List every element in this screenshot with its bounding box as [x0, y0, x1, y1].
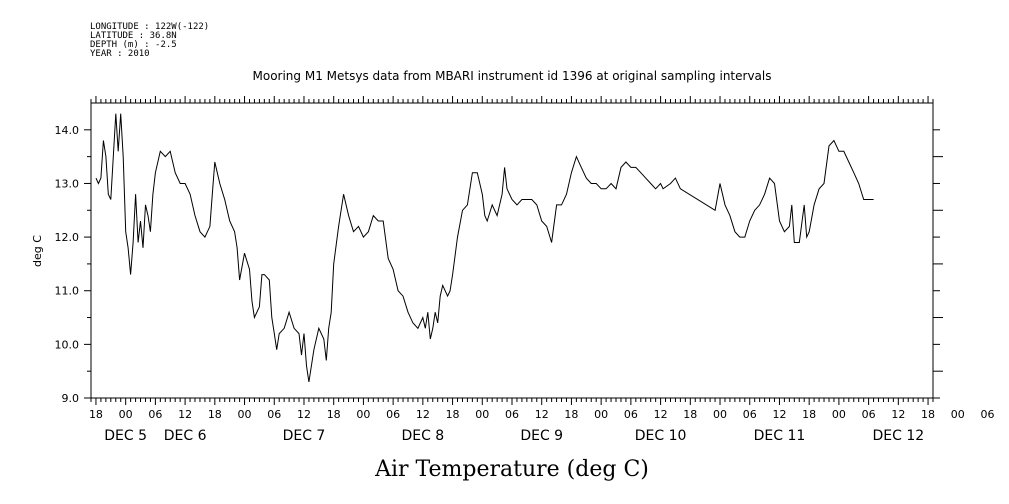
- x-tick-label: 00: [356, 408, 370, 421]
- x-tick-label: 00: [713, 408, 727, 421]
- x-tick-label: 00: [951, 408, 965, 421]
- x-tick-label: 00: [594, 408, 608, 421]
- x-tick-label: 18: [802, 408, 816, 421]
- x-day-label: DEC 10: [635, 428, 687, 444]
- x-tick-label: 18: [89, 408, 103, 421]
- x-tick-label: 12: [654, 408, 668, 421]
- x-tick-label: 18: [208, 408, 222, 421]
- x-tick-label: 12: [891, 408, 905, 421]
- x-tick-label: 06: [624, 408, 638, 421]
- x-tick-label: 12: [178, 408, 192, 421]
- x-day-label: DEC 7: [283, 428, 326, 444]
- x-tick-label: 06: [862, 408, 876, 421]
- longitude-label: LONGITUDE : 122W(-122): [90, 22, 209, 32]
- depth-label: DEPTH (m) : -2.5: [90, 40, 177, 50]
- y-tick-label: 13.0: [55, 177, 80, 190]
- y-tick-label: 12.0: [55, 231, 80, 244]
- x-tick-label: 18: [564, 408, 578, 421]
- x-axis-label: Air Temperature (deg C): [374, 457, 649, 482]
- x-tick-label: 12: [416, 408, 430, 421]
- x-tick-label: 00: [475, 408, 489, 421]
- latitude-label: LATITUDE : 36.8N: [90, 31, 177, 41]
- x-day-label: DEC 8: [401, 428, 444, 444]
- x-tick-label: 12: [535, 408, 549, 421]
- x-day-label: DEC 9: [520, 428, 563, 444]
- x-tick-label: 18: [327, 408, 341, 421]
- x-tick-label: 00: [832, 408, 846, 421]
- x-tick-label: 06: [386, 408, 400, 421]
- x-tick-label: 06: [505, 408, 519, 421]
- x-tick-label: 06: [267, 408, 281, 421]
- x-tick-label: 06: [743, 408, 757, 421]
- x-day-label: DEC 6: [164, 428, 207, 444]
- x-day-label: DEC 12: [872, 428, 924, 444]
- x-tick-label: 12: [772, 408, 786, 421]
- chart-title: Mooring M1 Metsys data from MBARI instru…: [253, 69, 772, 83]
- y-tick-label: 9.0: [62, 392, 80, 405]
- plot-frame: [90, 102, 934, 399]
- x-tick-label: 06: [148, 408, 162, 421]
- series-line: [95, 113, 874, 382]
- x-tick-label: 18: [446, 408, 460, 421]
- x-day-label: DEC 5: [104, 428, 147, 444]
- y-tick-label: 10.0: [55, 338, 80, 351]
- year-label: YEAR : 2010: [90, 49, 150, 59]
- x-tick-label: 18: [921, 408, 935, 421]
- y-tick-label: 11.0: [55, 285, 80, 298]
- x-day-label: DEC 11: [754, 428, 806, 444]
- x-tick-label: 06: [980, 408, 994, 421]
- x-axis: 18 00 06 12 18 00 06 12 18 00 06 12 18 00 06 12 18 00 06 12…: [89, 96, 994, 421]
- y-axis-label: deg C: [31, 235, 44, 267]
- x-tick-label: 00: [119, 408, 133, 421]
- x-axis-day-labels: DEC 5 DEC 6 DEC 7 DEC 8 DEC 9 DEC 10 DEC 11 DEC…: [104, 428, 924, 444]
- x-tick-label: 12: [297, 408, 311, 421]
- x-tick-label: 00: [238, 408, 252, 421]
- y-axis: 9.0 10.0 11.0 12.0 13.0 14.0: [55, 124, 943, 405]
- x-tick-label: 18: [683, 408, 697, 421]
- y-tick-label: 14.0: [55, 124, 80, 137]
